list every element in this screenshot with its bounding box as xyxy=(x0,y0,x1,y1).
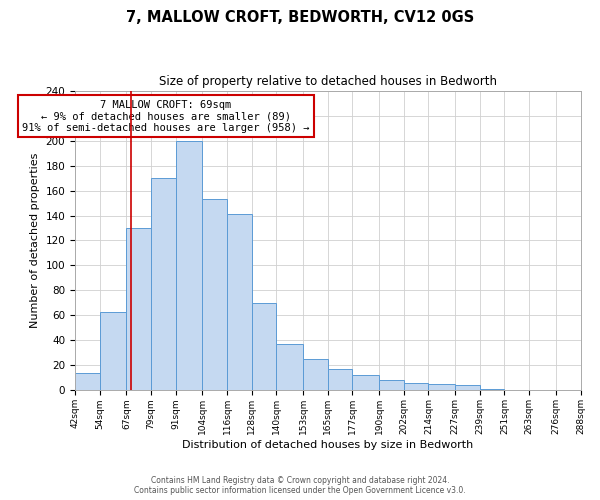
Text: 7, MALLOW CROFT, BEDWORTH, CV12 0GS: 7, MALLOW CROFT, BEDWORTH, CV12 0GS xyxy=(126,10,474,25)
Y-axis label: Number of detached properties: Number of detached properties xyxy=(30,153,40,328)
Bar xyxy=(75,373,100,390)
Bar xyxy=(455,386,480,390)
Text: Contains HM Land Registry data © Crown copyright and database right 2024.
Contai: Contains HM Land Registry data © Crown c… xyxy=(134,476,466,495)
Bar xyxy=(127,228,151,390)
X-axis label: Distribution of detached houses by size in Bedworth: Distribution of detached houses by size … xyxy=(182,440,473,450)
Bar xyxy=(151,178,176,390)
Text: 7 MALLOW CROFT: 69sqm
← 9% of detached houses are smaller (89)
91% of semi-detac: 7 MALLOW CROFT: 69sqm ← 9% of detached h… xyxy=(22,100,310,133)
Bar xyxy=(100,312,127,390)
Bar xyxy=(252,303,277,390)
Bar xyxy=(480,389,505,390)
Bar xyxy=(202,200,227,390)
Bar xyxy=(428,384,455,390)
Bar xyxy=(404,383,428,390)
Bar xyxy=(176,140,202,390)
Title: Size of property relative to detached houses in Bedworth: Size of property relative to detached ho… xyxy=(159,75,497,88)
Bar xyxy=(328,369,352,390)
Bar xyxy=(352,376,379,390)
Bar xyxy=(277,344,303,391)
Bar xyxy=(303,359,328,390)
Bar xyxy=(379,380,404,390)
Bar xyxy=(227,214,252,390)
